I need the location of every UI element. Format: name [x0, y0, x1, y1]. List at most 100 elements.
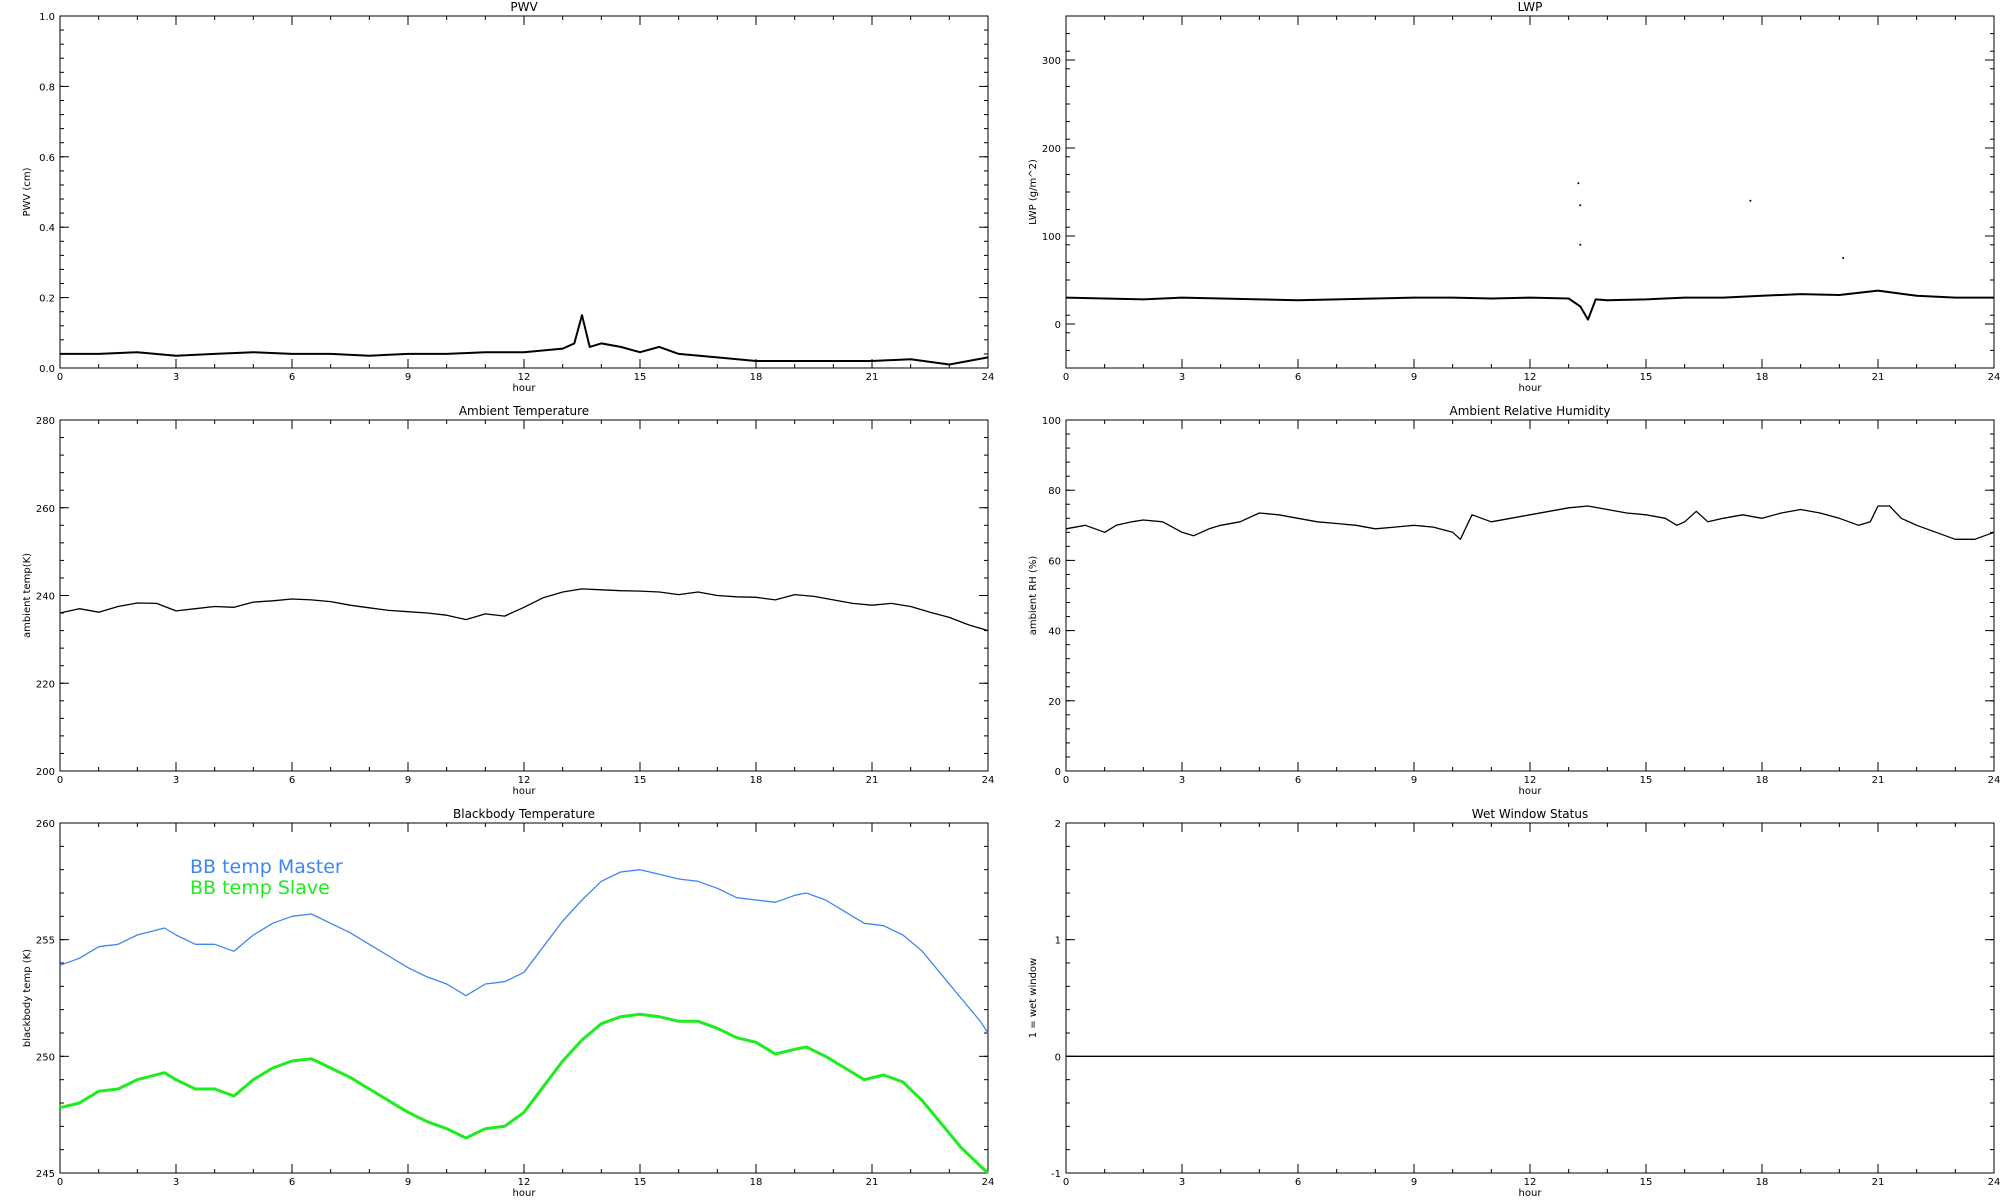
x-tick-label: 21	[866, 1177, 879, 1188]
x-tick-label: 18	[750, 1177, 763, 1188]
series-line	[59, 588, 989, 632]
x-tick-label: 0	[57, 775, 63, 786]
wet-window-status-panel: Wet Window Status hour 1 = wet window 0 3 6 9 1…	[1028, 807, 2000, 1199]
x-tick-label: 15	[634, 372, 647, 383]
x-tick-label: 0	[57, 372, 63, 383]
ambient-temperature-panel: Ambient Temperature hour ambient temp(K) 0 3…	[22, 404, 994, 797]
x-tick-label: 24	[1988, 775, 2000, 786]
x-tick-label: 24	[982, 1177, 995, 1188]
x-tick-label: 15	[1640, 372, 1653, 383]
y-tick-label: 0.4	[39, 223, 55, 234]
x-tick-label: 6	[1295, 775, 1301, 786]
x-tick-label: 18	[1756, 1177, 1769, 1188]
y-tick-label: 0	[1055, 1052, 1061, 1063]
y-tick-label: 0	[1055, 767, 1061, 778]
x-tick-label: 6	[289, 1177, 295, 1188]
y-tick-label: 0.8	[39, 82, 55, 93]
y-tick-label: 220	[36, 679, 55, 690]
x-tick-label: 9	[1411, 372, 1417, 383]
x-tick-label: 18	[750, 372, 763, 383]
y-tick-label: 0	[1055, 320, 1061, 331]
y-axis-label: ambient temp(K)	[22, 553, 33, 638]
pwv-panel: PWV hour PWV (cm) 0 3 6 9 12 15 18 21 24 0.0 0.2 0.4 0.…	[22, 0, 994, 394]
y-tick-label: 245	[36, 1169, 55, 1180]
lwp-panel: LWP hour LWP (g/m^2) 0 3 6 9 12 15 18 21 24 0 100 200 3…	[1028, 0, 2000, 394]
x-axis-label: hour	[1519, 786, 1543, 797]
x-tick-label: 24	[982, 775, 995, 786]
chart-title: Wet Window Status	[1472, 807, 1588, 821]
x-tick-label: 15	[634, 775, 647, 786]
x-tick-label: 6	[289, 775, 295, 786]
y-tick-label: 300	[1042, 56, 1061, 67]
x-tick-label: 9	[1411, 775, 1417, 786]
y-axis-label: blackbody temp (K)	[22, 949, 33, 1047]
y-tick-label: 0.6	[39, 153, 55, 164]
chart-title: Blackbody Temperature	[453, 807, 595, 821]
x-tick-label: 15	[1640, 775, 1653, 786]
y-tick-label: 0.0	[39, 364, 55, 375]
x-axis-label: hour	[513, 1188, 537, 1199]
y-tick-label: 100	[1042, 416, 1061, 427]
y-tick-label: 250	[36, 1052, 55, 1063]
y-tick-label: -1	[1051, 1169, 1061, 1180]
x-tick-label: 12	[518, 372, 531, 383]
x-tick-label: 21	[1872, 1177, 1885, 1188]
x-tick-label: 3	[1179, 372, 1185, 383]
x-tick-label: 18	[750, 775, 763, 786]
x-tick-label: 9	[1411, 1177, 1417, 1188]
series-line	[59, 869, 989, 1034]
x-tick-label: 9	[405, 775, 411, 786]
y-tick-label: 240	[36, 592, 55, 603]
series-line	[1065, 289, 1994, 321]
x-axis-label: hour	[513, 383, 537, 394]
y-tick-label: 1.0	[39, 12, 55, 23]
x-tick-label: 3	[173, 1177, 179, 1188]
y-axis-label: LWP (g/m^2)	[1028, 159, 1039, 225]
x-tick-label: 15	[1640, 1177, 1653, 1188]
y-axis-label: ambient RH (%)	[1028, 556, 1039, 636]
y-tick-label: 2	[1055, 819, 1061, 830]
x-tick-label: 12	[518, 1177, 531, 1188]
x-tick-label: 6	[1295, 1177, 1301, 1188]
x-tick-label: 12	[518, 775, 531, 786]
y-tick-label: 60	[1048, 556, 1061, 567]
y-tick-label: 80	[1048, 486, 1061, 497]
x-tick-label: 12	[1524, 372, 1537, 383]
y-tick-label: 200	[1042, 144, 1061, 155]
chart-title: Ambient Relative Humidity	[1450, 404, 1611, 418]
x-axis-label: hour	[1519, 383, 1543, 394]
x-axis-label: hour	[513, 786, 537, 797]
x-tick-label: 21	[1872, 372, 1885, 383]
x-tick-label: 18	[1756, 775, 1769, 786]
data-point	[1577, 182, 1580, 185]
x-tick-label: 9	[405, 372, 411, 383]
y-tick-label: 1	[1055, 936, 1061, 947]
x-tick-label: 15	[634, 1177, 647, 1188]
x-tick-label: 9	[405, 1177, 411, 1188]
y-tick-label: 100	[1042, 232, 1061, 243]
y-tick-label: 260	[36, 819, 55, 830]
x-tick-label: 21	[1872, 775, 1885, 786]
y-tick-label: 0.2	[39, 294, 55, 305]
x-tick-label: 3	[1179, 1177, 1185, 1188]
x-tick-label: 3	[173, 775, 179, 786]
x-tick-label: 24	[1988, 372, 2000, 383]
x-tick-label: 6	[1295, 372, 1301, 383]
x-tick-label: 0	[1063, 1177, 1069, 1188]
x-tick-label: 24	[1988, 1177, 2000, 1188]
x-tick-label: 12	[1524, 1177, 1537, 1188]
data-point	[1842, 257, 1845, 259]
x-tick-label: 21	[866, 372, 879, 383]
series-line	[1065, 505, 1995, 540]
legend-entry: BB temp Master	[190, 856, 343, 878]
x-tick-label: 6	[289, 372, 295, 383]
y-tick-label: 40	[1048, 627, 1061, 638]
data-point	[1579, 243, 1582, 246]
y-tick-label: 255	[36, 936, 55, 947]
x-axis-label: hour	[1519, 1188, 1543, 1199]
x-tick-label: 12	[1524, 775, 1537, 786]
chart-title: PWV	[510, 0, 538, 14]
chart-title: LWP	[1518, 0, 1543, 14]
series-line	[59, 1012, 990, 1175]
